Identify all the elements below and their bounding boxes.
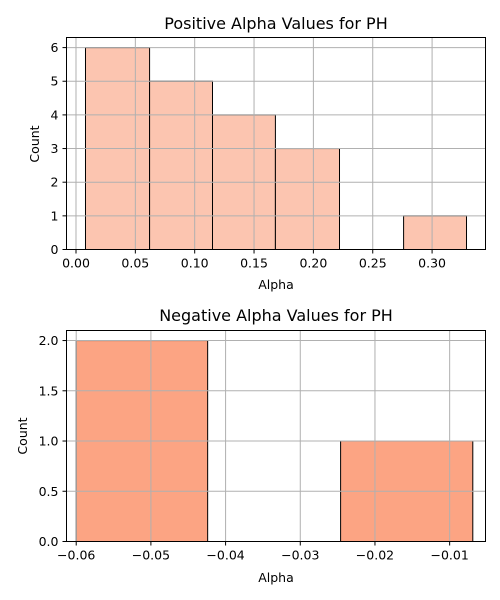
x-axis-label: Alpha bbox=[258, 277, 294, 292]
y-tick-label: 5 bbox=[51, 74, 59, 89]
x-tick-label: −0.06 bbox=[57, 548, 95, 563]
grid bbox=[66, 330, 486, 542]
plot-frame bbox=[66, 330, 486, 542]
plot-frame bbox=[66, 37, 486, 250]
y-tick-label: 0 bbox=[51, 242, 59, 257]
y-axis-label: Count bbox=[15, 417, 30, 454]
x-ticks: −0.06 −0.05 −0.04 −0.03 −0.02 −0.01 bbox=[57, 541, 469, 563]
x-tick-label: 0.25 bbox=[359, 256, 387, 271]
histogram-bar bbox=[403, 215, 468, 251]
x-tick-label: 0.05 bbox=[121, 256, 149, 271]
histogram-bar bbox=[274, 148, 341, 250]
y-tick-label: 0.5 bbox=[39, 484, 59, 499]
y-tick-label: 4 bbox=[51, 107, 59, 122]
x-tick-label: −0.01 bbox=[430, 548, 468, 563]
x-ticks: 0.00 0.05 0.10 0.15 0.20 0.25 0.30 bbox=[62, 249, 446, 271]
y-tick-label: 2 bbox=[51, 175, 59, 190]
y-tick-label: 1.5 bbox=[39, 383, 59, 398]
x-tick-label: −0.02 bbox=[356, 548, 394, 563]
histogram-bar bbox=[149, 80, 213, 250]
x-tick-label: −0.03 bbox=[281, 548, 319, 563]
x-axis-label: Alpha bbox=[258, 570, 294, 585]
y-tick-label: 1 bbox=[51, 208, 59, 223]
y-ticks: 0 1 2 3 4 5 6 bbox=[51, 40, 67, 257]
positive-alpha-histogram: Positive Alpha Values for PH 0.00 0.05 0.1… bbox=[27, 14, 486, 292]
y-tick-label: 2.0 bbox=[39, 333, 59, 348]
chart-title: Negative Alpha Values for PH bbox=[159, 306, 393, 325]
x-tick-label: 0.20 bbox=[299, 256, 327, 271]
y-tick-label: 3 bbox=[51, 141, 59, 156]
y-tick-label: 1.0 bbox=[39, 434, 59, 449]
negative-alpha-histogram: Negative Alpha Values for PH −0.06 −0.05−… bbox=[15, 306, 486, 585]
x-tick-label: 0.00 bbox=[62, 256, 90, 271]
x-tick-label: 0.30 bbox=[418, 256, 446, 271]
x-tick-label: 0.10 bbox=[181, 256, 209, 271]
x-tick-label: −0.05 bbox=[132, 548, 170, 563]
y-tick-label: 0.0 bbox=[39, 534, 59, 549]
y-tick-label: 6 bbox=[51, 40, 59, 55]
x-tick-label: 0.15 bbox=[240, 256, 268, 271]
x-tick-label: −0.04 bbox=[206, 548, 244, 563]
y-ticks: 0.0 0.5 1.0 1.5 2.0 bbox=[39, 333, 67, 549]
y-axis-label: Count bbox=[27, 125, 42, 162]
chart-title: Positive Alpha Values for PH bbox=[164, 14, 387, 33]
